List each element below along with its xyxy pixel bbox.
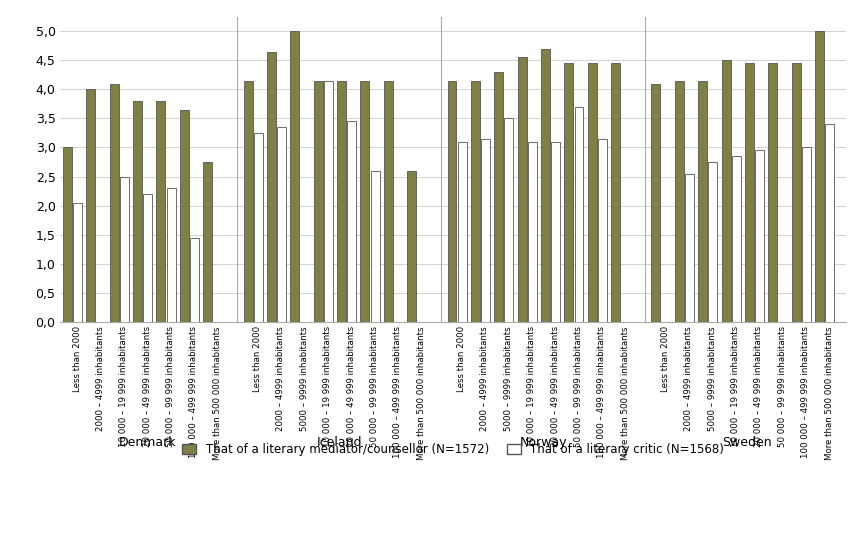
Bar [504, 118, 513, 322]
Bar [528, 142, 537, 322]
Bar [481, 139, 490, 322]
Bar [133, 101, 142, 322]
Bar [324, 80, 333, 322]
Bar [588, 63, 596, 322]
Bar [384, 80, 393, 322]
Bar [541, 49, 550, 322]
Bar [156, 101, 166, 322]
Bar [721, 60, 731, 322]
Text: Iceland: Iceland [317, 436, 362, 449]
Bar [448, 80, 457, 322]
Bar [63, 148, 72, 322]
Text: Norway: Norway [520, 436, 567, 449]
Bar [815, 31, 824, 322]
Bar [120, 176, 129, 322]
Bar [611, 63, 620, 322]
Bar [457, 142, 467, 322]
Bar [745, 63, 754, 322]
Text: Sweden: Sweden [722, 436, 772, 449]
Bar [551, 142, 560, 322]
Bar [313, 80, 323, 322]
Bar [768, 63, 778, 322]
Bar [698, 80, 707, 322]
Legend: That of a literary mediator/counsellor (N=1572), That of a literary critic (N=15: That of a literary mediator/counsellor (… [182, 443, 724, 456]
Bar [652, 83, 660, 322]
Bar [732, 156, 740, 322]
Bar [73, 203, 82, 322]
Bar [598, 139, 607, 322]
Bar [167, 188, 175, 322]
Bar [243, 80, 253, 322]
Bar [518, 57, 526, 322]
Bar [685, 174, 694, 322]
Bar [277, 127, 286, 322]
Bar [791, 63, 801, 322]
Bar [471, 80, 480, 322]
Bar [290, 31, 299, 322]
Bar [143, 194, 152, 322]
Bar [110, 83, 119, 322]
Bar [564, 63, 573, 322]
Bar [802, 148, 811, 322]
Bar [254, 133, 262, 322]
Bar [190, 238, 199, 322]
Bar [575, 107, 583, 322]
Bar [709, 162, 717, 322]
Bar [370, 171, 380, 322]
Bar [361, 80, 369, 322]
Bar [86, 89, 95, 322]
Bar [337, 80, 346, 322]
Text: Denmark: Denmark [118, 436, 176, 449]
Bar [825, 124, 835, 322]
Bar [180, 110, 189, 322]
Bar [494, 72, 503, 322]
Bar [267, 52, 276, 322]
Bar [675, 80, 683, 322]
Bar [203, 162, 212, 322]
Bar [407, 171, 416, 322]
Bar [755, 150, 764, 322]
Bar [347, 122, 356, 322]
